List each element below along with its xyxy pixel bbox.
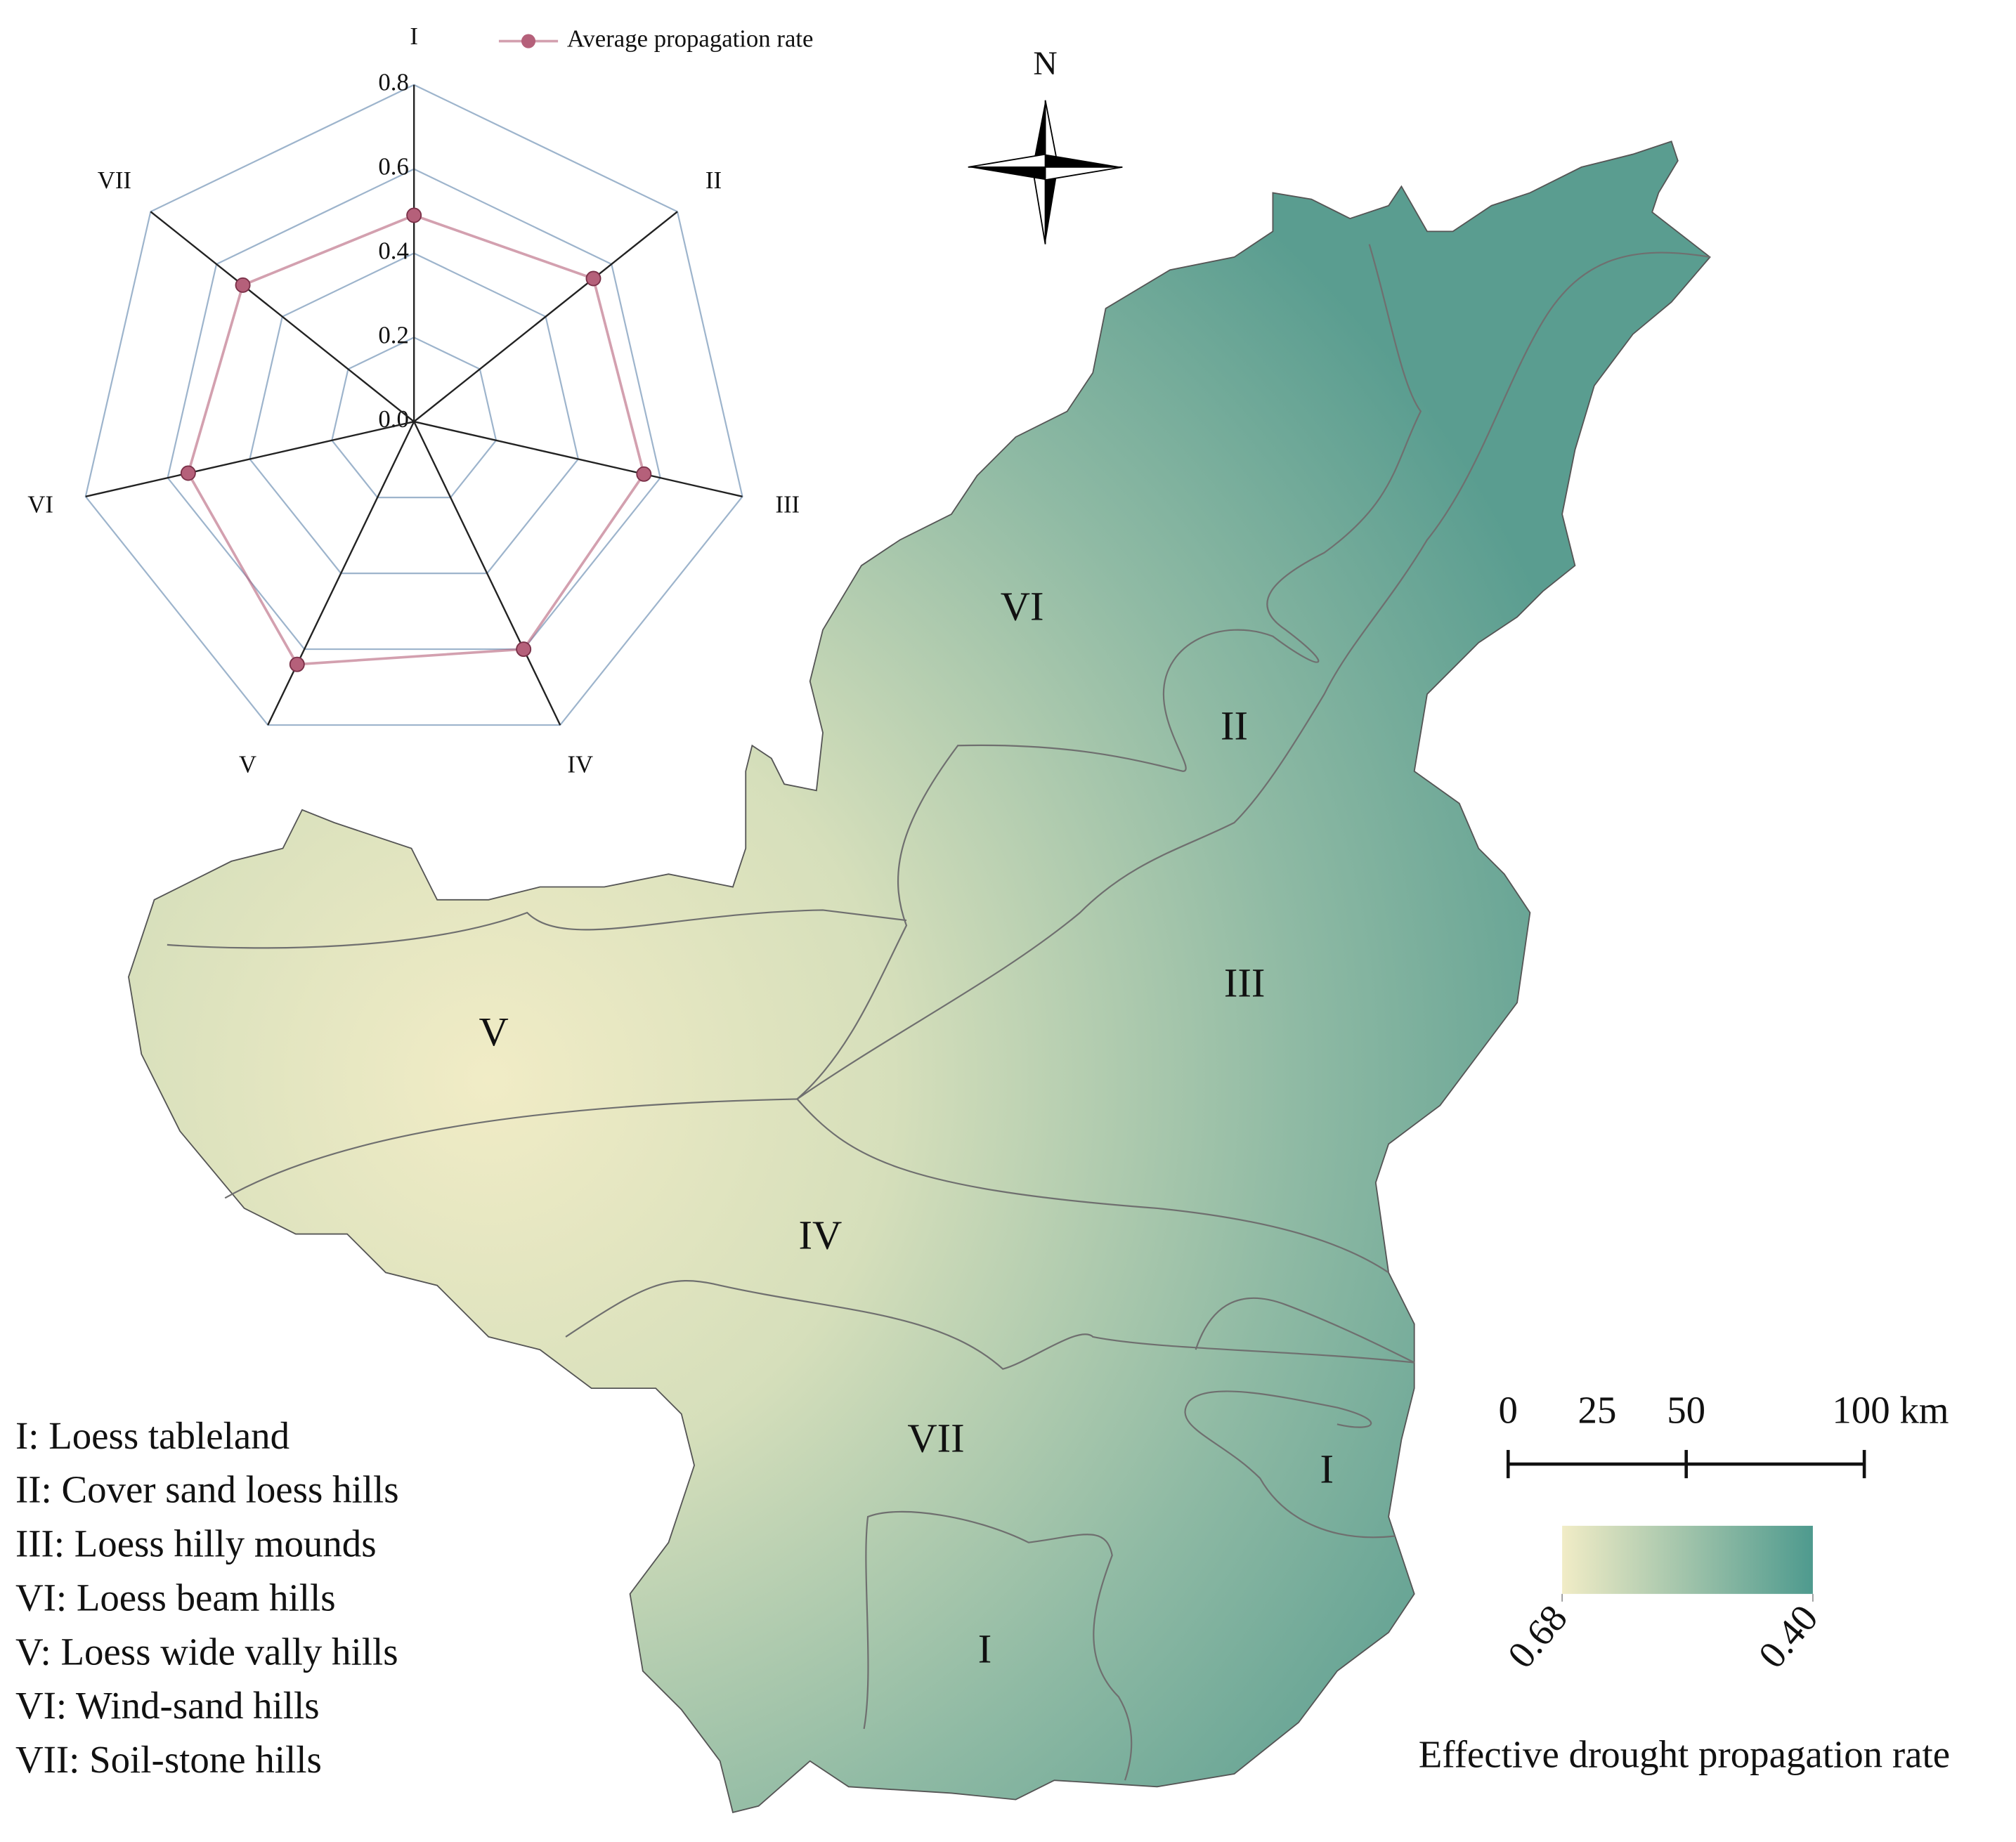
data-point xyxy=(636,466,652,482)
grid-line xyxy=(84,84,743,726)
compass-part xyxy=(968,166,1046,181)
r-tick-label: 0.6 xyxy=(378,153,408,181)
region-label: I xyxy=(978,1626,992,1671)
category-label: I xyxy=(410,22,418,50)
category-label: VI xyxy=(27,490,53,518)
r-tick-label: 0.8 xyxy=(378,69,408,96)
grid-line xyxy=(331,337,498,499)
boundary xyxy=(565,1280,1415,1370)
scale-label: 25 xyxy=(1578,1388,1617,1431)
colorbar-label: 0.68 xyxy=(1499,1597,1575,1676)
region-label: VI xyxy=(1001,584,1044,629)
scale-label: 100 km xyxy=(1832,1388,1949,1431)
scale-label: 50 xyxy=(1667,1388,1705,1431)
boundary xyxy=(1195,1297,1415,1364)
data-point xyxy=(406,207,422,223)
category-label: IV xyxy=(567,750,593,778)
map-area xyxy=(128,141,1711,1814)
compass-part xyxy=(968,153,1046,168)
legend-item: VI: Wind-sand hills xyxy=(15,1684,320,1727)
axis-line xyxy=(150,211,415,423)
axis-line xyxy=(85,420,415,497)
compass-part xyxy=(1032,100,1046,167)
colorbar-title: Effective drought propagation rate xyxy=(1419,1733,1950,1776)
legend-item: VII: Soil-stone hills xyxy=(15,1738,322,1781)
boundary xyxy=(167,909,907,949)
legend-item: I: Loess tableland xyxy=(15,1414,290,1457)
region-label: III xyxy=(1224,960,1266,1006)
category-label: II xyxy=(705,166,722,194)
series-line xyxy=(186,214,646,666)
grid-line xyxy=(249,252,580,575)
axis-line xyxy=(267,421,415,726)
compass-part xyxy=(1044,166,1123,181)
r-tick-label: 0.4 xyxy=(378,237,408,264)
boundary xyxy=(796,244,1422,1100)
scale-label: 0 xyxy=(1499,1388,1518,1431)
legend-item: II: Cover sand loess hills xyxy=(15,1468,399,1511)
axis-line xyxy=(413,211,678,423)
boundary xyxy=(796,252,1710,1100)
category-label: III xyxy=(775,490,800,518)
legend-label: Average propagation rate xyxy=(567,25,814,53)
region-label: VII xyxy=(907,1415,964,1461)
r-tick-label: 0.2 xyxy=(378,321,408,348)
region-label: IV xyxy=(798,1212,842,1258)
map: VI II III V IV VII I I xyxy=(128,141,1711,1814)
data-point xyxy=(516,641,532,658)
legend-item: V: Loess wide vally hills xyxy=(15,1630,398,1673)
region-label: I xyxy=(1320,1446,1334,1491)
axis-line xyxy=(413,420,743,497)
region-boundaries xyxy=(167,244,1710,1781)
axis-line xyxy=(413,421,561,726)
boundary xyxy=(863,1510,1133,1781)
region-label: II xyxy=(1221,703,1248,749)
colorbar-label: 0.40 xyxy=(1750,1597,1826,1676)
north-label: N xyxy=(1033,46,1057,82)
compass-part xyxy=(1045,154,1123,167)
colorbar-ramp xyxy=(1562,1525,1813,1594)
legend-item: VI: Loess beam hills xyxy=(15,1576,336,1619)
category-label: V xyxy=(239,750,256,778)
region-legend: I: Loess tableland II: Cover sand loess h… xyxy=(15,1414,399,1781)
region-label: V xyxy=(479,1009,508,1054)
north-arrow: N xyxy=(968,46,1123,244)
data-point xyxy=(180,465,196,481)
colorbar: Effective drought propagation rate 0.68 0… xyxy=(1419,1525,1950,1776)
data-point xyxy=(585,270,601,287)
grid-line xyxy=(167,168,661,651)
data-point xyxy=(235,277,251,293)
scale-bar: 0 25 50 100 km xyxy=(1499,1388,1949,1479)
category-label: VII xyxy=(98,166,131,194)
boundary xyxy=(224,1098,1389,1274)
legend-marker xyxy=(521,34,536,48)
legend-item: III: Loess hilly mounds xyxy=(15,1522,377,1565)
boundary xyxy=(1184,1390,1396,1539)
data-point xyxy=(289,656,305,672)
